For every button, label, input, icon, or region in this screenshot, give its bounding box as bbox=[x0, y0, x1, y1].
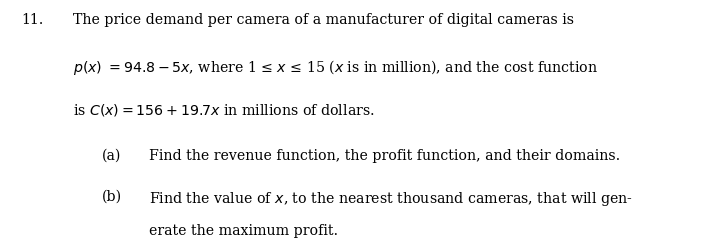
Text: (b): (b) bbox=[102, 190, 122, 204]
Text: (a): (a) bbox=[102, 149, 121, 163]
Text: $p(x)$ $= 94.8-5x$, where 1 ≤ $x$ ≤ 15 ($x$ is in million), and the cost functio: $p(x)$ $= 94.8-5x$, where 1 ≤ $x$ ≤ 15 (… bbox=[73, 58, 597, 77]
Text: erate the maximum profit.: erate the maximum profit. bbox=[149, 224, 338, 238]
Text: 11.: 11. bbox=[22, 13, 44, 27]
Text: The price demand per camera of a manufacturer of digital cameras is: The price demand per camera of a manufac… bbox=[73, 13, 574, 27]
Text: Find the value of $x$, to the nearest thousand cameras, that will gen-: Find the value of $x$, to the nearest th… bbox=[149, 190, 633, 208]
Text: Find the revenue function, the profit function, and their domains.: Find the revenue function, the profit fu… bbox=[149, 149, 620, 163]
Text: is $C(x) = 156 + 19.7x$ in millions of dollars.: is $C(x) = 156 + 19.7x$ in millions of d… bbox=[73, 102, 375, 118]
